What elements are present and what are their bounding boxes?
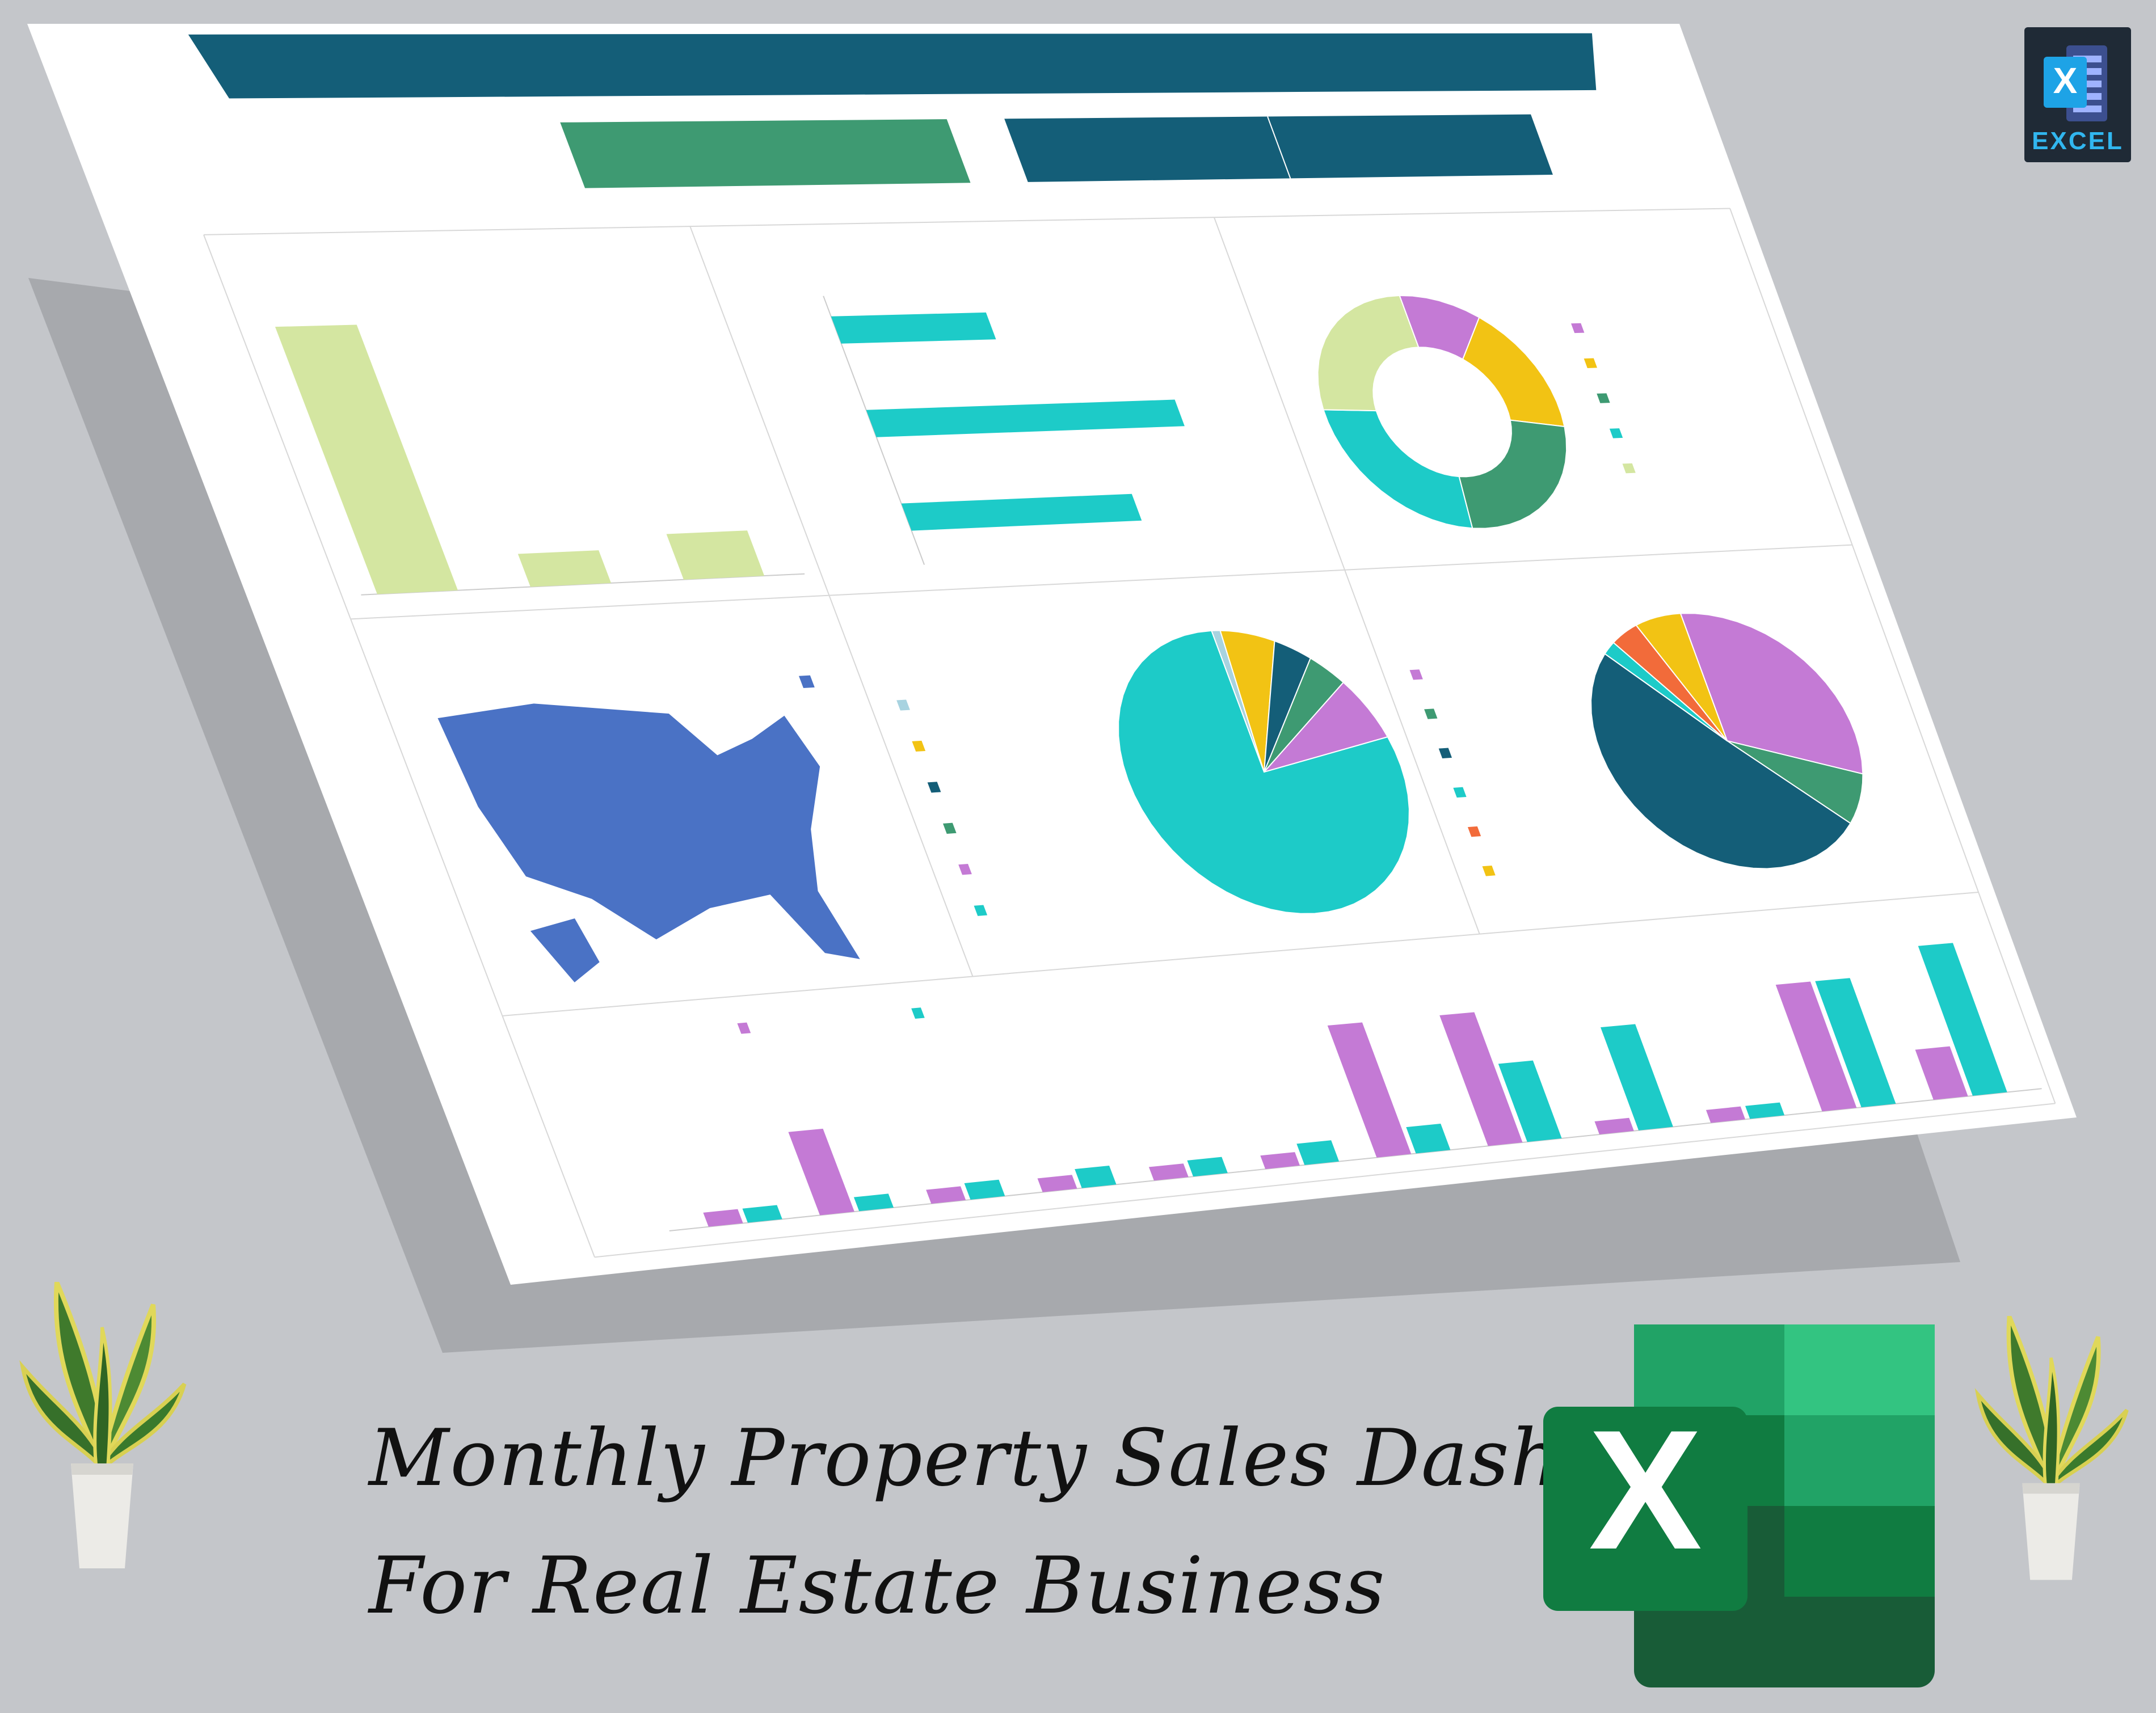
chart6-bar: [1439, 1012, 1523, 1146]
excel-badge: X EXCEL: [2024, 27, 2131, 162]
map-legend-swatch: [798, 675, 815, 689]
grid-line: [594, 1103, 2056, 1258]
chart6-bar: [742, 1205, 782, 1223]
grid-line: [350, 544, 1852, 620]
chart3-legend-swatch: [1609, 428, 1623, 438]
grid-line: [1213, 217, 1480, 934]
chart3-legend-swatch: [1622, 463, 1636, 474]
chart6-bar: [1260, 1152, 1300, 1170]
grid-line: [1729, 208, 2056, 1104]
chart6-axis: [669, 1088, 2042, 1231]
chart2-bar: [831, 312, 996, 344]
chart6-bar: [1915, 1046, 1968, 1100]
excel-badge-label: EXCEL: [2032, 127, 2124, 155]
chart6-bar: [1075, 1165, 1117, 1188]
grid-line: [203, 234, 595, 1258]
chart6-bar: [1745, 1102, 1785, 1119]
chart4-pie-slice: [1118, 630, 1410, 914]
excel-logo-icon: X: [1543, 1324, 1935, 1687]
chart5-pie-slice: [1679, 613, 1864, 775]
caption-line-2: For Real Estate Business: [369, 1540, 1386, 1631]
chart5-legend-swatch: [1482, 866, 1496, 876]
chart6-bar: [788, 1128, 854, 1216]
svg-text:X: X: [2053, 60, 2078, 101]
chart3-legend-swatch: [1571, 323, 1585, 334]
chart5-legend-swatch: [1467, 826, 1481, 837]
chart5-legend-swatch: [1453, 787, 1467, 798]
chart6-bar: [1594, 1117, 1634, 1135]
chart6-bar: [1148, 1163, 1189, 1181]
chart4-legend-swatch: [896, 699, 910, 711]
chart5-legend-swatch: [1409, 669, 1423, 680]
dashboard-sheet: [188, 33, 2056, 1258]
month-selector: [560, 119, 971, 188]
chart4-legend-swatch: [912, 740, 926, 752]
chart3-legend-swatch: [1584, 358, 1597, 368]
chart6-bar: [1037, 1175, 1077, 1192]
chart5-legend-swatch: [1424, 708, 1438, 719]
chart6-bar: [1406, 1124, 1451, 1154]
sheet: [27, 24, 2077, 1285]
chart1-axis: [361, 573, 805, 596]
chart3-donut-slice: [1317, 294, 1420, 412]
svg-text:X: X: [1589, 1394, 1703, 1585]
chart6-bar: [1918, 943, 2007, 1096]
chart6-legend-swatch: [737, 1022, 751, 1034]
grid-line: [502, 891, 1979, 1016]
chart6-bar: [1601, 1024, 1673, 1130]
chart4-legend-swatch: [927, 782, 941, 793]
chart6-legend-swatch: [911, 1007, 925, 1019]
chart2-bar: [901, 493, 1142, 531]
grid-line: [204, 208, 1730, 235]
chart1-bar: [275, 324, 458, 594]
chart4-legend-swatch: [958, 864, 972, 875]
us-map-shape: [437, 703, 860, 959]
chart6-bar: [964, 1179, 1005, 1200]
chart6-bar: [1327, 1022, 1412, 1158]
excel-file-icon: X: [2044, 45, 2107, 121]
title-banner: [188, 33, 1597, 99]
plant-left-image: [19, 1282, 187, 1568]
chart6-bar: [853, 1193, 894, 1212]
chart6-bar: [1187, 1157, 1228, 1177]
chart5-pie-slice: [1635, 613, 1728, 741]
kpi-panel: [1004, 114, 1553, 182]
chart6-bar: [1775, 981, 1857, 1112]
chart6-bar: [1498, 1060, 1562, 1142]
chart6-bar: [703, 1209, 743, 1227]
plant-right-image: [1974, 1316, 2129, 1580]
chart5-legend-swatch: [1438, 748, 1452, 758]
chart5-pie-slice: [1590, 653, 1852, 870]
chart4-legend-swatch: [974, 905, 988, 916]
chart2-bar: [866, 399, 1185, 437]
chart6-bar: [1706, 1106, 1746, 1123]
chart1-bar: [666, 530, 765, 580]
chart1-bar: [517, 550, 612, 587]
grid-line: [689, 226, 974, 977]
chart4-legend-swatch: [942, 822, 957, 834]
alaska-shape: [530, 918, 600, 982]
chart6-bar: [1296, 1140, 1340, 1165]
kpi-divider: [1267, 116, 1291, 179]
chart3-legend-swatch: [1597, 393, 1610, 403]
chart6-bar: [1815, 978, 1896, 1108]
chart6-bar: [926, 1186, 966, 1204]
